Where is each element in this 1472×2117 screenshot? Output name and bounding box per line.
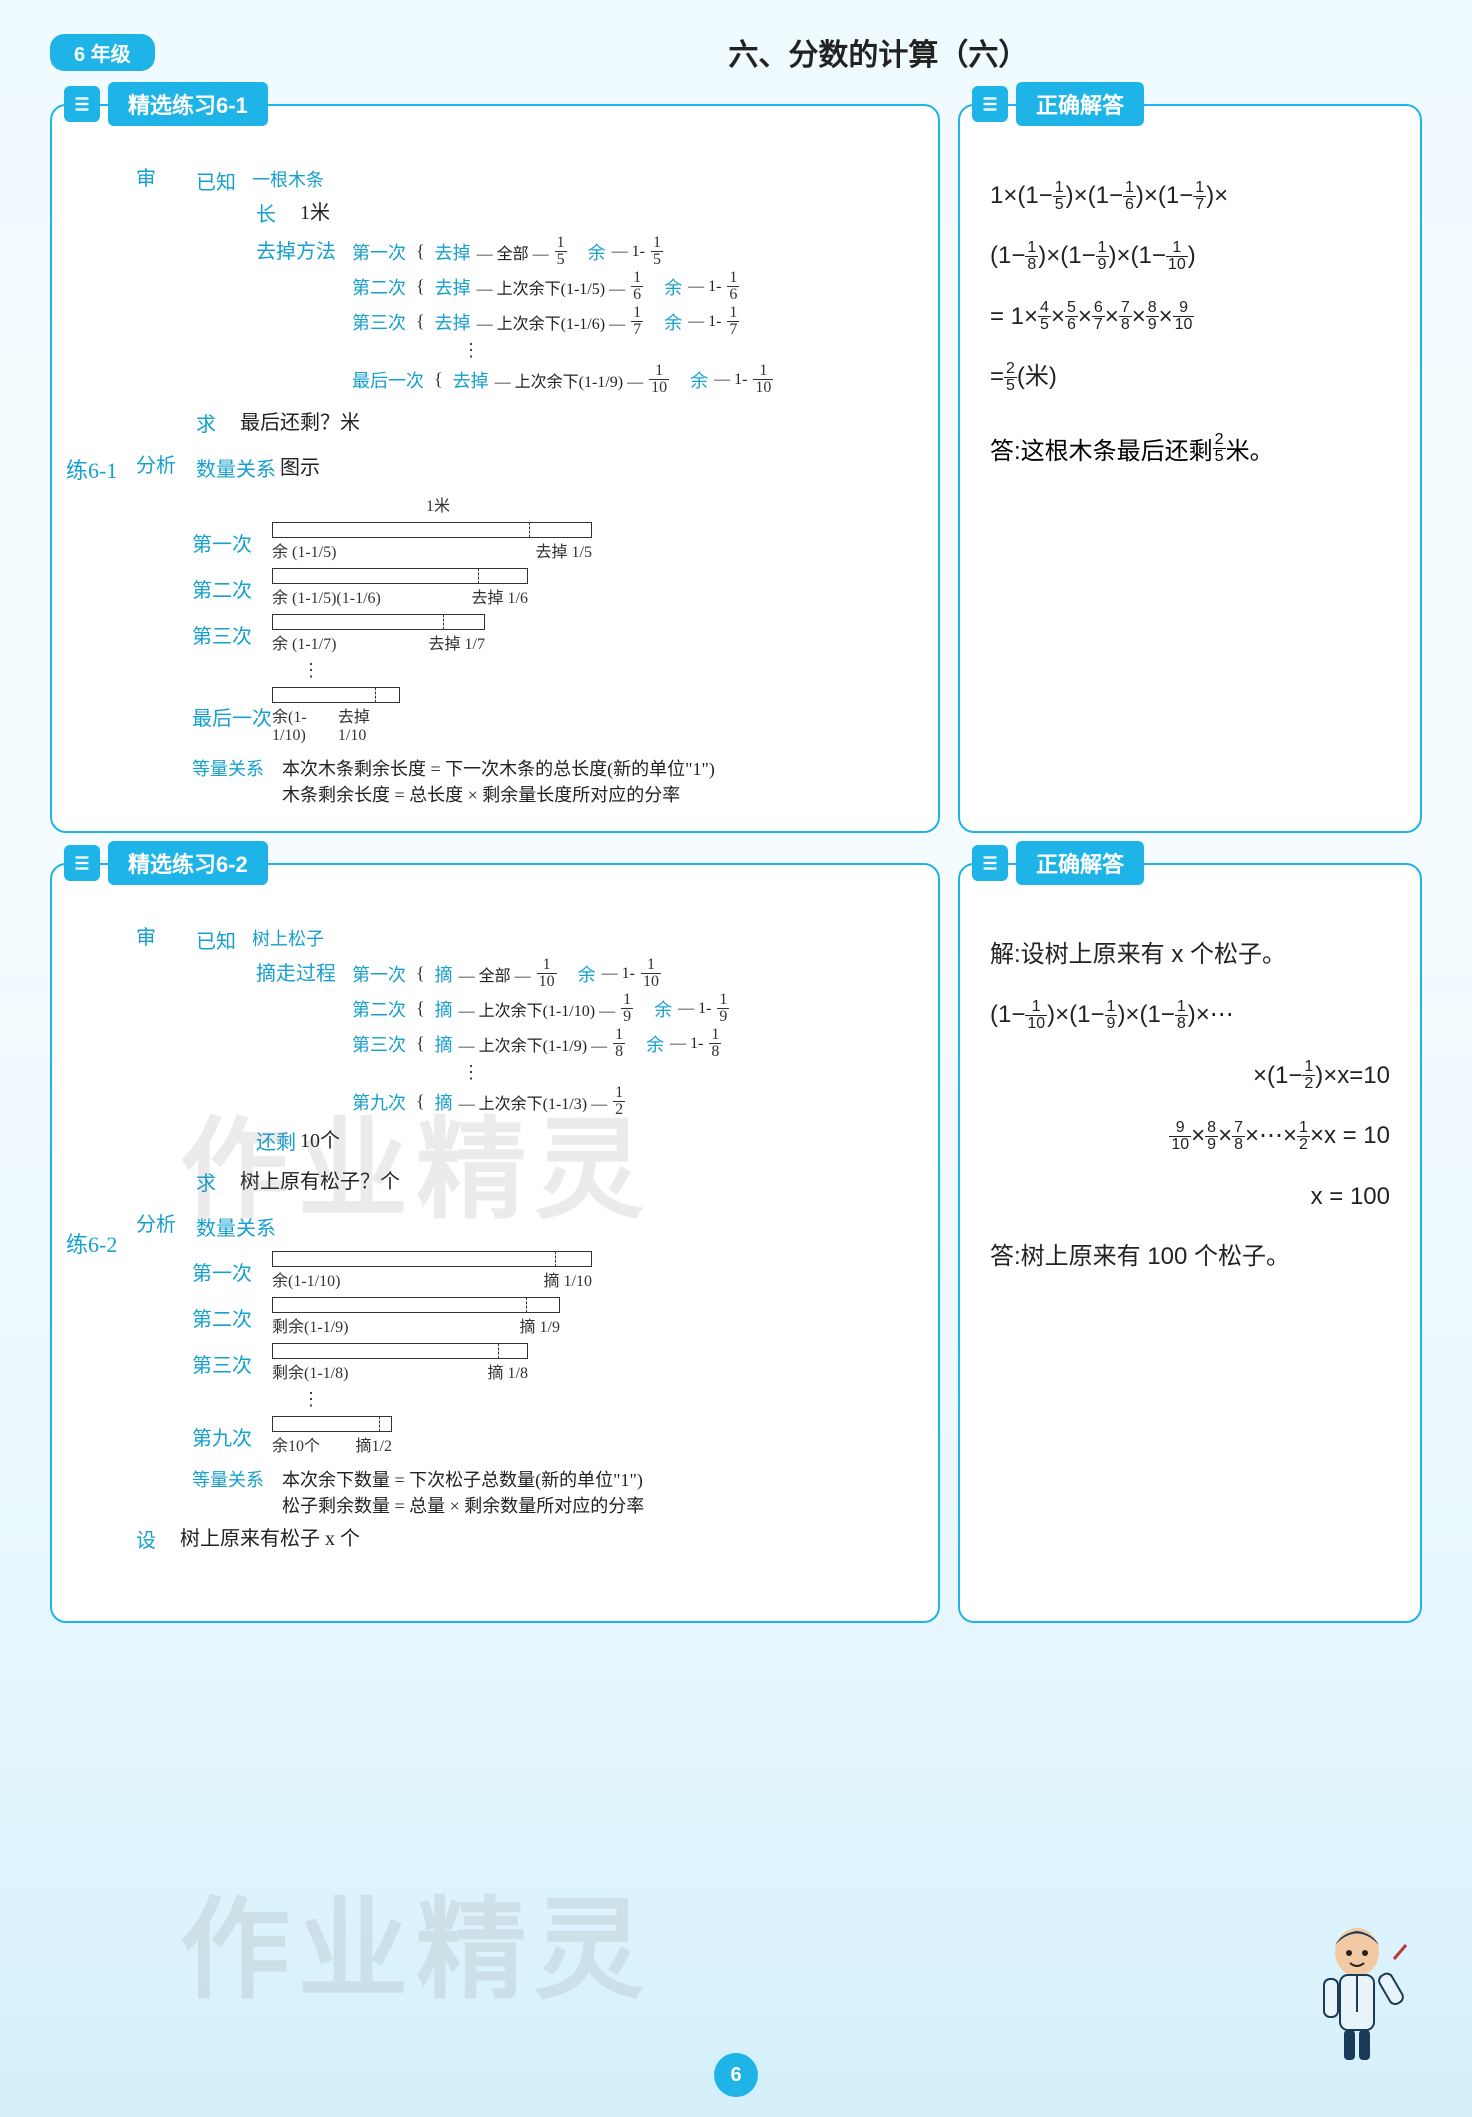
time-row: 第三次 { 去掉 — 上次余下(1-1/6) — 17 余 — 1-17 xyxy=(352,305,773,338)
qty-label: 数量关系 xyxy=(192,451,280,484)
known-item1: 一根木条 xyxy=(252,166,324,192)
list-icon xyxy=(972,86,1008,122)
relation-line-1a: 本次木条剩余长度 = 下一次木条的总长度(新的单位"1") xyxy=(282,759,715,779)
ans1-line1: 1×(1−15)×(1−16)×(1−17)× xyxy=(990,171,1390,221)
relation-label-1: 等量关系 xyxy=(192,755,282,781)
answer-tab-1: 正确解答 xyxy=(972,82,1144,126)
bar-row: 第二次 余 (1-1/5)(1-1/6)去掉 1/6 xyxy=(192,568,715,608)
answer-tab-label-2: 正确解答 xyxy=(1016,841,1144,885)
time-row: 第一次 { 摘 — 全部 — 110 余— 1-110 xyxy=(352,957,729,990)
branch-fenxi: 分析 数量关系 图示 1米 第一次 余 xyxy=(132,447,918,807)
want-text: 最后还剩？米 xyxy=(240,406,360,435)
problem-card-2: 精选练习6-2 练6-2 审 已知 树上松子 摘走过程 xyxy=(50,863,940,1623)
label-fenxi: 分析 xyxy=(132,447,180,480)
bar-row: 第三次 剩余(1-1/8)摘 1/8 xyxy=(192,1343,644,1383)
want-text-2: 树上原有松子？个 xyxy=(240,1165,400,1194)
label-fenxi-2: 分析 xyxy=(132,1206,180,1239)
remain-value: 10个 xyxy=(300,1124,340,1153)
times-ellipsis-1: ⋮ xyxy=(462,340,773,361)
bar-row: 第三次 余 (1-1/7)去掉 1/7 xyxy=(192,614,715,654)
len-value: 1米 xyxy=(300,196,330,225)
relation-line-2a: 本次余下数量 = 下次松子总数量(新的单位"1") xyxy=(282,1470,643,1490)
bar-row: 第一次 余 (1-1/5)去掉 1/5 xyxy=(192,522,715,562)
ans2-line4: x = 100 xyxy=(990,1172,1390,1222)
she-text: 树上原来有松子 x 个 xyxy=(180,1522,360,1551)
time-row: 第二次 { 去掉 — 上次余下(1-1/5) — 16 余 — 1-16 xyxy=(352,270,773,303)
ans2-conclusion: 答:树上原来有 100 个松子。 xyxy=(990,1232,1390,1282)
known-item1-2: 树上松子 xyxy=(252,925,324,951)
bar-row: 第二次 剩余(1-1/9)摘 1/9 xyxy=(192,1297,644,1337)
label-known: 已知 xyxy=(192,164,240,197)
label-known-2: 已知 xyxy=(192,923,240,956)
answer-conclusion-1: 答:这根木条最后还剩25米。 xyxy=(990,431,1390,466)
relation-label-2: 等量关系 xyxy=(192,1466,282,1492)
label-want-2: 求 xyxy=(192,1165,240,1198)
bar-row: 第一次 余(1-1/10)摘 1/10 xyxy=(192,1251,644,1291)
equal-relation-2: 等量关系 本次余下数量 = 下次松子总数量(新的单位"1") 松子剩余数量 = … xyxy=(192,1466,644,1518)
answer-tab-2: 正确解答 xyxy=(972,841,1144,885)
branch-fenxi-2: 分析 数量关系 第一次 余(1-1/10)摘 1/10 第二次 xyxy=(132,1206,918,1518)
time-row: 最后一次 { 去掉 — 上次余下(1-1/9) — 110 余 — 1-110 xyxy=(352,363,773,396)
bars-ellipsis-2: ⋮ xyxy=(302,1389,644,1410)
ans1-line3: = 1×45×56×67×78×89×910 xyxy=(990,292,1390,342)
ans2-line3: 910×89×78×⋯×12×x = 10 xyxy=(990,1111,1390,1161)
relation-line-1b: 木条剩余长度 = 总长度 × 剩余量长度所对应的分率 xyxy=(282,785,680,805)
time-row: 第九次 { 摘 — 上次余下(1-1/3) — 12 xyxy=(352,1085,729,1118)
section-2: 精选练习6-2 练6-2 审 已知 树上松子 摘走过程 xyxy=(50,863,1422,1623)
label-shen: 审 xyxy=(132,160,180,193)
diagram-root-2: 练6-2 xyxy=(66,1227,117,1259)
answer-tab-label-1: 正确解答 xyxy=(1016,82,1144,126)
times-ellipsis-2: ⋮ xyxy=(462,1062,729,1083)
chapter-title: 六、分数的计算（六） xyxy=(335,30,1422,74)
label-want: 求 xyxy=(192,406,240,439)
equal-relation-1: 等量关系 本次木条剩余长度 = 下一次木条的总长度(新的单位"1") 木条剩余长… xyxy=(192,755,715,807)
answer-card-1: 正确解答 1×(1−15)×(1−16)×(1−17)×(1−18)×(1−19… xyxy=(958,104,1422,833)
page-number-badge: 6 xyxy=(714,2053,758,2097)
qty-note: 图示 xyxy=(280,451,320,480)
len-label: 长 xyxy=(252,196,300,229)
grade-badge: 6 年级 xyxy=(50,34,155,71)
branch-shen-2: 审 已知 树上松子 摘走过程 第一次 { 摘 — 全部 — 110 余— 1- xyxy=(132,919,918,1202)
watermark-2: 作业精灵 xyxy=(180,1860,652,2020)
answer-body-1: 1×(1−15)×(1−16)×(1−17)× (1−18)×(1−19)×(1−… xyxy=(990,171,1390,403)
bar-row: 最后一次 余(1-1/10)去掉 1/10 xyxy=(192,687,715,745)
times-tree-1: 第一次 { 去掉 — 全部 — 15 余 — 1-15 第二次 { 去掉 — 上… xyxy=(352,233,773,398)
cartoon-character xyxy=(1302,1917,1412,2067)
ans2-line1: (1−110)×(1−19)×(1−18)×⋯ xyxy=(990,990,1390,1040)
bar-diagram-2: 第一次 余(1-1/10)摘 1/10 第二次 剩余(1-1/9)摘 1/9 xyxy=(192,1251,644,1456)
branch-she: 设 树上原来有松子 x 个 xyxy=(132,1522,918,1555)
bar-row: 第九次 余10个摘1/2 xyxy=(192,1416,644,1456)
diagram-2: 练6-2 审 已知 树上松子 摘走过程 第一次 { xyxy=(52,865,938,1621)
remain-label: 还剩 xyxy=(252,1124,300,1157)
relation-line-2b: 松子剩余数量 = 总量 × 剩余数量所对应的分率 xyxy=(282,1496,644,1516)
time-row: 第一次 { 去掉 — 全部 — 15 余 — 1-15 xyxy=(352,235,773,268)
time-row: 第三次 { 摘 — 上次余下(1-1/9) — 18 余— 1-18 xyxy=(352,1027,729,1060)
bars-title: 1米 xyxy=(278,492,598,516)
page-header: 6 年级 六、分数的计算（六） xyxy=(50,30,1422,74)
ans1-line2: (1−18)×(1−19)×(1−110) xyxy=(990,231,1390,281)
branch-shen: 审 已知 一根木条 长 1米 去掉方法 xyxy=(132,160,918,443)
times-tree-2: 第一次 { 摘 — 全部 — 110 余— 1-110 第二次 { 摘 — 上次… xyxy=(352,955,729,1120)
bars-ellipsis-1: ⋮ xyxy=(302,660,715,681)
label-shen-2: 审 xyxy=(132,919,180,952)
qty-label-2: 数量关系 xyxy=(192,1210,280,1243)
method-label: 去掉方法 xyxy=(252,233,340,266)
process-label: 摘走过程 xyxy=(252,955,340,988)
answer-body-2: 解:设树上原来有 x 个松子。 (1−110)×(1−19)×(1−18)×⋯ ×(… xyxy=(990,930,1390,1282)
answer-card-2: 正确解答 解:设树上原来有 x 个松子。(1−110)×(1−19)×(1−18… xyxy=(958,863,1422,1623)
problem-card-1: 精选练习6-1 练6-1 审 已知 一根木条 长 xyxy=(50,104,940,833)
bar-diagram-1: 1米 第一次 余 (1-1/5)去掉 1/5 第二次 余 xyxy=(192,492,715,745)
section-1: 精选练习6-1 练6-1 审 已知 一根木条 长 xyxy=(50,104,1422,833)
ans1-line4: =25(米) xyxy=(990,352,1390,402)
diagram-1: 练6-1 审 已知 一根木条 长 1米 xyxy=(52,106,938,831)
ans2-intro: 解:设树上原来有 x 个松子。 xyxy=(990,930,1390,980)
diagram-root-1: 练6-1 xyxy=(66,453,117,485)
time-row: 第二次 { 摘 — 上次余下(1-1/10) — 19 余— 1-19 xyxy=(352,992,729,1025)
list-icon xyxy=(972,845,1008,881)
ans2-line2: ×(1−12)×x=10 xyxy=(990,1051,1390,1101)
label-she: 设 xyxy=(132,1522,180,1555)
